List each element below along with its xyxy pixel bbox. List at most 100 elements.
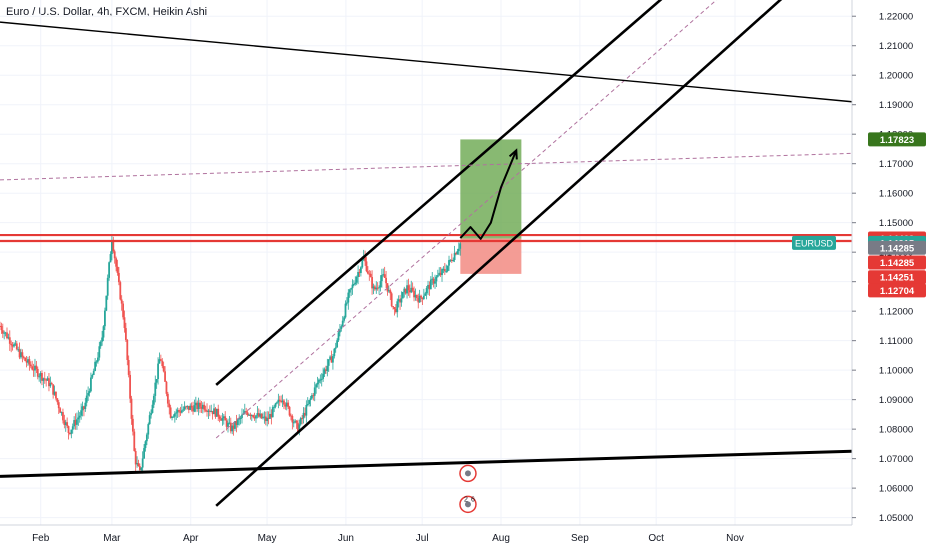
candle [256, 413, 259, 416]
candle [339, 328, 341, 333]
candle [98, 346, 101, 358]
candle [344, 303, 347, 318]
candle [130, 398, 133, 419]
candle [6, 332, 8, 339]
candle [162, 366, 165, 372]
candle [236, 419, 239, 426]
candle [119, 282, 122, 300]
candle [313, 387, 316, 396]
candle [325, 369, 327, 371]
candle [178, 410, 180, 412]
candle [208, 410, 211, 412]
candle [428, 284, 431, 290]
candle [264, 416, 267, 422]
candle [221, 418, 224, 421]
candle [371, 277, 373, 289]
candle [179, 411, 182, 413]
y-tick-label: 1.08000 [879, 425, 913, 436]
candle [348, 289, 351, 293]
event-marker-bottom-label: 6 [471, 496, 475, 503]
candle [404, 288, 407, 294]
candle [143, 448, 145, 459]
candle [452, 259, 455, 261]
candle [449, 259, 452, 261]
candle [64, 422, 67, 425]
candle [180, 410, 183, 413]
event-marker-top [459, 464, 477, 483]
candle [147, 424, 150, 435]
candle [201, 404, 204, 409]
candle [434, 281, 436, 284]
candle [262, 417, 264, 419]
candle [316, 382, 319, 385]
candle [238, 418, 241, 420]
candle [154, 382, 157, 396]
candle [436, 275, 439, 277]
y-tick-label: 1.20000 [879, 71, 913, 82]
candle [399, 299, 401, 303]
candle [330, 356, 333, 363]
candle [355, 276, 358, 283]
candle [151, 404, 154, 413]
candle [277, 399, 280, 403]
y-tick-label: 1.22000 [879, 12, 913, 23]
candle [281, 400, 284, 403]
candle [36, 368, 39, 377]
candle [206, 410, 208, 413]
candle [368, 273, 371, 275]
candle [186, 405, 189, 407]
projection-path [459, 150, 518, 240]
candle [336, 340, 339, 348]
candle [291, 415, 294, 423]
candle [199, 402, 201, 407]
candle [304, 412, 306, 416]
candle [280, 400, 283, 403]
x-tick-label: Mar [103, 533, 121, 544]
y-tick-label: 1.11000 [879, 336, 913, 347]
candle [285, 402, 288, 407]
candle [214, 408, 217, 417]
candle [87, 393, 90, 396]
candle [131, 418, 134, 432]
candle [245, 411, 248, 413]
candle [312, 395, 315, 397]
candle [278, 399, 281, 401]
candle [50, 383, 53, 385]
candle [42, 378, 45, 381]
candle [211, 410, 214, 415]
candle [273, 406, 276, 408]
candle [246, 412, 249, 415]
candle [382, 274, 385, 276]
candle [4, 332, 7, 334]
candle [341, 320, 344, 327]
candle [220, 418, 222, 421]
candle [94, 361, 97, 371]
candle [133, 431, 136, 452]
candle [76, 419, 78, 425]
candle [417, 297, 420, 303]
candle [117, 272, 120, 283]
candle [166, 393, 169, 404]
price-label-bg [868, 132, 926, 147]
y-tick-label: 1.12000 [879, 307, 913, 318]
candle [347, 292, 350, 303]
candle [250, 415, 253, 417]
candle [14, 343, 17, 345]
candle [77, 417, 80, 420]
candle [97, 357, 99, 362]
candle [378, 287, 380, 289]
candle [442, 269, 445, 271]
candle [305, 404, 308, 416]
candle [203, 404, 206, 410]
candle [90, 377, 92, 392]
candle [319, 379, 322, 381]
candle [421, 297, 424, 299]
candle [81, 406, 84, 411]
candle [309, 398, 312, 401]
candle [120, 299, 123, 304]
candle [105, 295, 108, 311]
candle [294, 420, 297, 423]
candle [315, 384, 318, 388]
candle [380, 275, 383, 282]
